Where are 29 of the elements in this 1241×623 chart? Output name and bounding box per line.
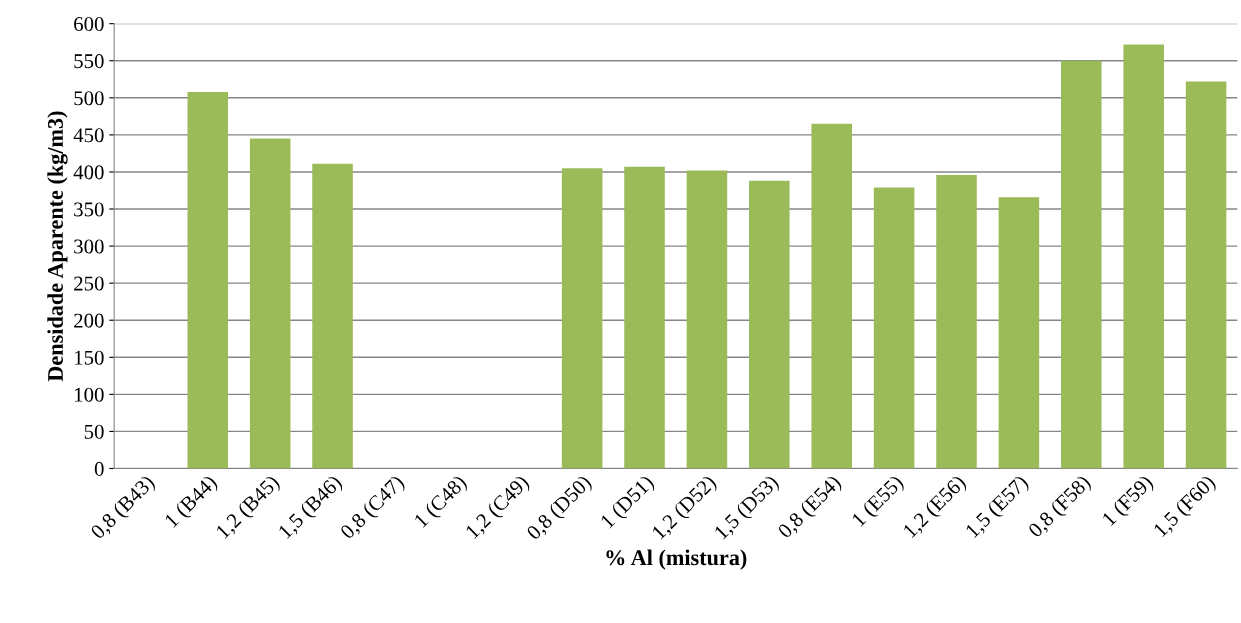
y-tick-label: 550 [74, 54, 104, 69]
y-tick-label: 200 [74, 313, 104, 328]
x-axis-title: % Al (mistura) [606, 549, 747, 570]
bar [811, 123, 852, 469]
bar [749, 180, 790, 469]
y-tick-label: 450 [73, 128, 104, 143]
y-tick-label: 500 [74, 91, 104, 106]
bar [936, 174, 977, 469]
y-tick-label: 300 [74, 239, 104, 254]
y-axis-title: Densidade Aparente (kg/m3) [47, 111, 68, 382]
y-tick-label: 100 [75, 387, 104, 402]
bar [1185, 81, 1227, 469]
y-tick-label: 50 [84, 424, 104, 439]
bar [686, 170, 728, 469]
y-tick-label: 600 [74, 17, 104, 32]
y-tick-label: 350 [74, 202, 104, 217]
bar [1123, 44, 1164, 469]
y-tick-label: 400 [73, 165, 104, 180]
y-tick-label: 0 [94, 461, 104, 476]
y-tick-label: 150 [75, 350, 104, 365]
bar [312, 163, 353, 469]
bar [561, 168, 603, 469]
bar [998, 197, 1040, 469]
bar [873, 187, 915, 469]
bar [187, 91, 229, 469]
bar [249, 138, 291, 469]
bar [624, 166, 665, 469]
y-tick-label: 250 [74, 276, 104, 291]
bar [1061, 60, 1102, 469]
